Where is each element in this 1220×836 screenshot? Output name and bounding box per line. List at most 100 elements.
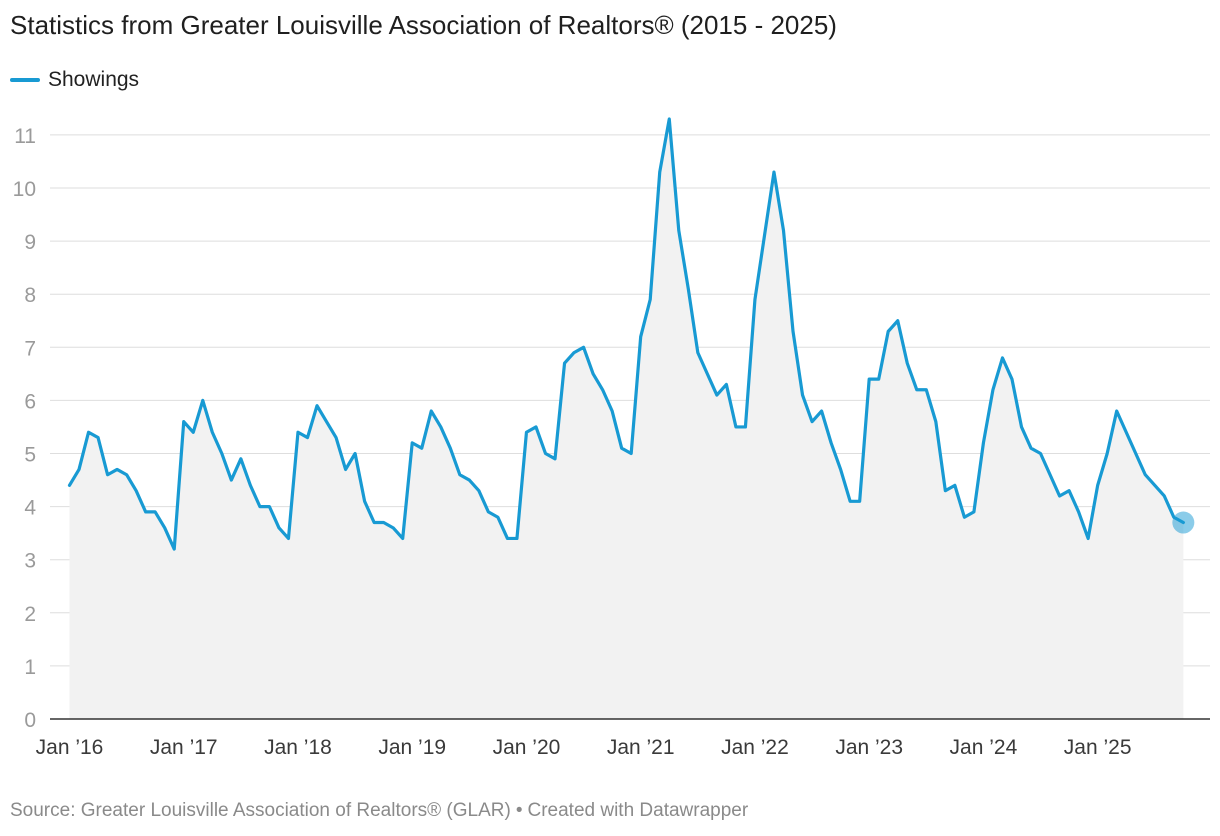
data-point: [429, 409, 433, 413]
data-point: [981, 441, 985, 445]
data-point: [153, 510, 157, 514]
data-point: [172, 547, 176, 551]
data-point: [1162, 494, 1166, 498]
data-point: [248, 483, 252, 487]
data-point: [401, 536, 405, 540]
data-point: [1010, 377, 1014, 381]
x-tick-label: Jan ’20: [493, 736, 561, 759]
data-point: [877, 377, 881, 381]
data-point: [115, 467, 119, 471]
data-point: [639, 335, 643, 339]
data-point: [772, 170, 776, 174]
data-point: [896, 319, 900, 323]
data-point: [486, 510, 490, 514]
legend-swatch-showings: [10, 78, 40, 82]
y-tick-label: 0: [24, 709, 36, 732]
data-point: [1058, 494, 1062, 498]
data-point: [991, 388, 995, 392]
y-tick-label: 7: [24, 337, 36, 360]
data-point: [591, 372, 595, 376]
data-point: [477, 489, 481, 493]
data-point: [325, 420, 329, 424]
data-point: [848, 499, 852, 503]
data-point: [220, 452, 224, 456]
area-fill: [69, 118, 1184, 720]
data-point: [629, 452, 633, 456]
data-point: [943, 489, 947, 493]
data-point: [1086, 536, 1090, 540]
data-point: [505, 536, 509, 540]
data-point: [458, 473, 462, 477]
data-point: [515, 536, 519, 540]
data-point: [201, 398, 205, 402]
data-point: [496, 515, 500, 519]
data-point: [315, 404, 319, 408]
data-point: [68, 483, 72, 487]
footer-credit: Created with Datawrapper: [527, 800, 749, 821]
data-point: [182, 420, 186, 424]
data-point: [972, 510, 976, 514]
data-point: [96, 436, 100, 440]
data-point: [524, 430, 528, 434]
data-point: [544, 452, 548, 456]
series-line-showings: [67, 117, 1185, 551]
data-point: [820, 409, 824, 413]
data-point: [734, 425, 738, 429]
data-point: [810, 420, 814, 424]
data-point: [191, 430, 195, 434]
data-point: [372, 521, 376, 525]
data-point: [1134, 452, 1138, 456]
legend: Showings: [10, 68, 139, 92]
x-tick-label: Jan ’25: [1064, 736, 1132, 759]
data-point: [582, 345, 586, 349]
data-point: [1143, 473, 1147, 477]
data-point: [648, 298, 652, 302]
data-point: [277, 526, 281, 530]
data-point: [229, 478, 233, 482]
x-axis-labels: Jan ’16 Jan ’17 Jan ’18 Jan ’19 Jan ’20 Jan ’…: [36, 736, 1132, 759]
footer-source: Source: Greater Louisville Association o…: [10, 800, 511, 821]
data-point: [791, 329, 795, 333]
data-point: [553, 457, 557, 461]
data-point: [1096, 483, 1100, 487]
x-tick-label: Jan ’22: [721, 736, 789, 759]
data-point: [534, 425, 538, 429]
data-point: [1039, 452, 1043, 456]
data-point: [163, 526, 167, 530]
data-point: [724, 382, 728, 386]
data-point: [391, 526, 395, 530]
data-point: [1067, 489, 1071, 493]
data-point: [296, 430, 300, 434]
y-tick-label: 5: [24, 444, 36, 467]
data-point: [448, 446, 452, 450]
data-point: [1124, 430, 1128, 434]
data-point: [1048, 473, 1052, 477]
data-point: [829, 441, 833, 445]
data-point: [658, 170, 662, 174]
data-point: [258, 505, 262, 509]
data-point: [601, 388, 605, 392]
data-point: [334, 436, 338, 440]
data-point: [677, 228, 681, 232]
y-tick-label: 3: [24, 550, 36, 573]
y-tick-label: 1: [24, 656, 36, 679]
x-tick-label: Jan ’23: [835, 736, 903, 759]
data-point: [420, 446, 424, 450]
data-point: [762, 234, 766, 238]
data-point: [125, 473, 129, 477]
x-tick-label: Jan ’24: [950, 736, 1018, 759]
data-point: [572, 351, 576, 355]
data-point: [905, 361, 909, 365]
data-point: [353, 452, 357, 456]
data-point: [1077, 510, 1081, 514]
data-point: [667, 117, 671, 121]
data-point: [1115, 409, 1119, 413]
y-tick-label: 2: [24, 603, 36, 626]
x-tick-label: Jan ’18: [264, 736, 332, 759]
footer: Source: Greater Louisville Association o…: [10, 800, 748, 822]
data-point: [1000, 356, 1004, 360]
legend-label-showings: Showings: [48, 68, 140, 91]
data-point: [87, 430, 91, 434]
x-tick-label: Jan ’16: [36, 736, 104, 759]
y-tick-label: 8: [24, 284, 36, 307]
